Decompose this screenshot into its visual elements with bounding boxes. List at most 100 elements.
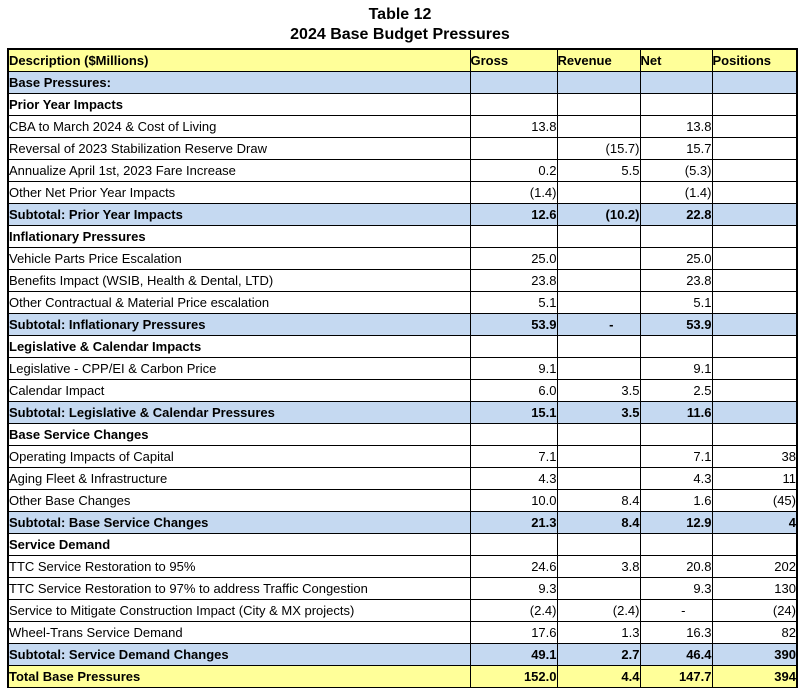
net-cell: 12.9	[639, 511, 713, 534]
description-cell: Aging Fleet & Infrastructure	[7, 467, 471, 490]
gross-cell	[469, 93, 558, 116]
positions-cell	[711, 379, 798, 402]
positions-cell: 11	[711, 467, 798, 490]
detail-row: Aging Fleet & Infrastructure 4.3 4.3 11	[7, 467, 798, 490]
gross-cell: 7.1	[469, 445, 558, 468]
positions-cell	[711, 269, 798, 292]
description-cell: Base Pressures:	[7, 71, 471, 94]
net-cell: (1.4)	[639, 181, 713, 204]
net-cell: 9.1	[639, 357, 713, 380]
net-cell	[639, 423, 713, 446]
table-body: Base Pressures: Prior Year Impacts CBA to …	[7, 71, 798, 688]
description-cell: Legislative - CPP/EI & Carbon Price	[7, 357, 471, 380]
revenue-cell: 4.4	[556, 665, 641, 688]
positions-cell	[711, 357, 798, 380]
positions-cell	[711, 137, 798, 160]
gross-cell: 13.8	[469, 115, 558, 138]
description-cell: Wheel-Trans Service Demand	[7, 621, 471, 644]
gross-cell: 9.3	[469, 577, 558, 600]
net-cell: 16.3	[639, 621, 713, 644]
revenue-cell: -	[556, 313, 641, 336]
description-cell: Operating Impacts of Capital	[7, 445, 471, 468]
revenue-cell	[556, 71, 641, 94]
description-cell: Subtotal: Legislative & Calendar Pressur…	[7, 401, 471, 424]
net-cell: 13.8	[639, 115, 713, 138]
net-cell: 5.1	[639, 291, 713, 314]
total-row: Total Base Pressures 152.0 4.4 147.7 394	[7, 665, 798, 688]
revenue-cell	[556, 225, 641, 248]
gross-cell: 6.0	[469, 379, 558, 402]
positions-cell	[711, 181, 798, 204]
positions-cell	[711, 401, 798, 424]
gross-cell: 12.6	[469, 203, 558, 226]
net-cell	[639, 335, 713, 358]
description-cell: Service to Mitigate Construction Impact …	[7, 599, 471, 622]
net-cell: 9.3	[639, 577, 713, 600]
revenue-cell: 3.5	[556, 379, 641, 402]
revenue-cell	[556, 335, 641, 358]
detail-row: Service to Mitigate Construction Impact …	[7, 599, 798, 622]
positions-cell	[711, 533, 798, 556]
positions-cell	[711, 291, 798, 314]
gross-cell	[469, 423, 558, 446]
positions-cell: 394	[711, 665, 798, 688]
subtotal-row: Subtotal: Base Service Changes 21.3 8.4 12.…	[7, 511, 798, 534]
table-number-title: Table 12	[368, 6, 432, 23]
description-cell: Prior Year Impacts	[7, 93, 471, 116]
budget-pressures-table: Description ($Millions) Gross Revenue Ne…	[7, 48, 798, 688]
positions-cell	[711, 203, 798, 226]
revenue-cell	[556, 247, 641, 270]
table-subtitle: 2024 Base Budget Pressures	[290, 26, 510, 43]
revenue-cell: (2.4)	[556, 599, 641, 622]
gross-cell	[469, 225, 558, 248]
net-cell: 147.7	[639, 665, 713, 688]
subtotal-row: Subtotal: Prior Year Impacts 12.6 (10.2) 22…	[7, 203, 798, 226]
net-cell: 7.1	[639, 445, 713, 468]
positions-cell	[711, 423, 798, 446]
column-header-gross: Gross	[469, 48, 558, 72]
section-row: Service Demand	[7, 533, 798, 556]
revenue-cell: (10.2)	[556, 203, 641, 226]
gross-cell: 17.6	[469, 621, 558, 644]
positions-cell: 82	[711, 621, 798, 644]
net-cell: 1.6	[639, 489, 713, 512]
detail-row: Calendar Impact 6.0 3.5 2.5	[7, 379, 798, 402]
net-cell: 46.4	[639, 643, 713, 666]
gross-cell: 10.0	[469, 489, 558, 512]
detail-row: Other Net Prior Year Impacts (1.4) (1.4)	[7, 181, 798, 204]
net-cell: 11.6	[639, 401, 713, 424]
detail-row: Vehicle Parts Price Escalation 25.0 25.0	[7, 247, 798, 270]
gross-cell: (1.4)	[469, 181, 558, 204]
description-cell: Base Service Changes	[7, 423, 471, 446]
detail-row: Other Base Changes 10.0 8.4 1.6 (45)	[7, 489, 798, 512]
description-cell: Service Demand	[7, 533, 471, 556]
revenue-cell	[556, 423, 641, 446]
revenue-cell	[556, 357, 641, 380]
net-cell	[639, 93, 713, 116]
description-cell: Annualize April 1st, 2023 Fare Increase	[7, 159, 471, 182]
column-header-description: Description ($Millions)	[7, 48, 471, 72]
positions-cell: 202	[711, 555, 798, 578]
detail-row: TTC Service Restoration to 97% to addres…	[7, 577, 798, 600]
description-cell: Other Contractual & Material Price escal…	[7, 291, 471, 314]
subtotal-row: Subtotal: Service Demand Changes 49.1 2.7 4…	[7, 643, 798, 666]
subtotal-row: Subtotal: Inflationary Pressures 53.9-53.…	[7, 313, 798, 336]
gross-cell	[469, 137, 558, 160]
positions-cell	[711, 115, 798, 138]
positions-cell: (45)	[711, 489, 798, 512]
detail-row: Legislative - CPP/EI & Carbon Price 9.1 9.…	[7, 357, 798, 380]
description-cell: Other Base Changes	[7, 489, 471, 512]
description-cell: Subtotal: Inflationary Pressures	[7, 313, 471, 336]
gross-cell: 49.1	[469, 643, 558, 666]
gross-cell: 53.9	[469, 313, 558, 336]
revenue-cell	[556, 577, 641, 600]
net-cell: 25.0	[639, 247, 713, 270]
net-cell: 2.5	[639, 379, 713, 402]
revenue-cell	[556, 181, 641, 204]
gross-cell: 21.3	[469, 511, 558, 534]
net-cell: 4.3	[639, 467, 713, 490]
detail-row: Wheel-Trans Service Demand 17.6 1.3 16.3 82	[7, 621, 798, 644]
description-cell: Legislative & Calendar Impacts	[7, 335, 471, 358]
net-cell: 20.8	[639, 555, 713, 578]
column-header-revenue: Revenue	[556, 48, 641, 72]
